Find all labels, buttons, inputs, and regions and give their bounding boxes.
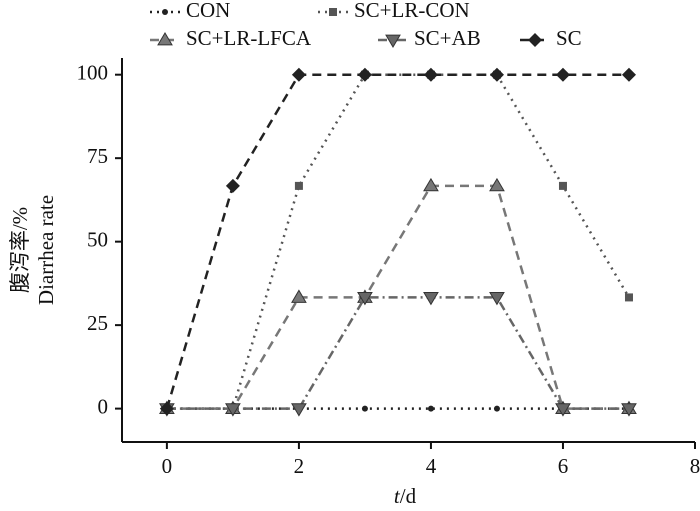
legend-marker	[157, 32, 173, 46]
marker	[621, 403, 637, 417]
marker	[423, 292, 439, 306]
series-line	[165, 73, 629, 409]
legend-label: SC+LR-LFCA	[186, 26, 312, 50]
series-line	[166, 296, 629, 410]
legend-label: SC	[556, 26, 582, 50]
marker	[621, 67, 636, 82]
x-axis-variable: t	[394, 484, 401, 508]
marker	[489, 177, 505, 192]
legend-marker	[528, 33, 542, 47]
marker	[489, 292, 505, 306]
marker	[493, 405, 500, 412]
y-tick-label: 0	[98, 394, 109, 418]
y-axis-label: Diarrhea rate	[34, 195, 58, 305]
x-tick-label: 6	[558, 454, 569, 478]
marker	[624, 293, 633, 302]
y-axis-label: 腹泻率/%	[8, 207, 32, 293]
marker	[423, 67, 438, 82]
marker	[291, 289, 307, 303]
marker	[558, 181, 567, 190]
marker	[225, 403, 241, 417]
marker	[555, 403, 571, 417]
marker	[225, 178, 240, 193]
x-axis-unit: /d	[400, 484, 417, 508]
marker	[427, 405, 434, 412]
x-tick-label: 4	[426, 454, 437, 478]
x-axis-label: t/d	[394, 484, 417, 508]
legend-marker	[162, 9, 168, 15]
marker	[489, 67, 504, 82]
marker	[357, 292, 373, 306]
marker	[291, 403, 307, 417]
marker	[423, 177, 439, 192]
series-line	[166, 73, 631, 410]
marker	[361, 405, 368, 412]
series-line	[166, 184, 629, 410]
marker	[159, 401, 174, 416]
marker	[294, 181, 303, 190]
y-tick-label: 75	[87, 144, 108, 168]
legend-label: SC+AB	[414, 26, 481, 50]
x-tick-label: 0	[162, 454, 173, 478]
legend-marker	[329, 8, 337, 16]
x-tick-label: 8	[690, 454, 700, 478]
y-tick-label: 25	[87, 311, 108, 335]
y-tick-label: 100	[77, 61, 109, 85]
marker	[555, 67, 570, 82]
legend-label: SC+LR-CON	[354, 0, 470, 22]
legend-label: CON	[186, 0, 230, 22]
marker	[291, 67, 306, 82]
x-tick-label: 2	[294, 454, 305, 478]
legend-marker	[385, 34, 401, 48]
y-tick-label: 50	[87, 227, 108, 251]
marker	[357, 67, 372, 82]
